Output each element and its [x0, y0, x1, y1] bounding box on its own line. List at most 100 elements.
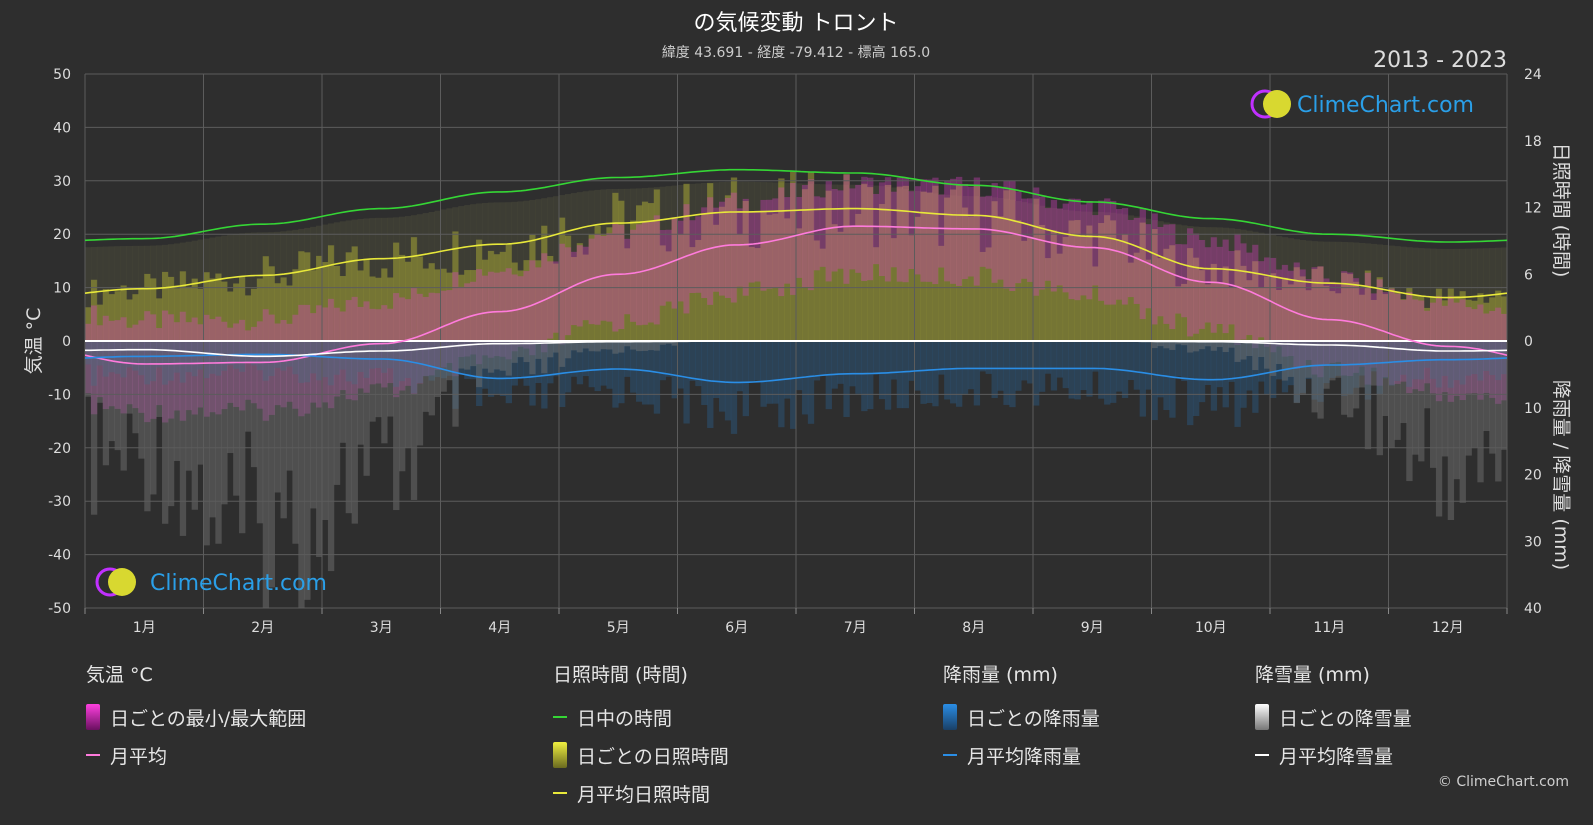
temp-range-band [1003, 181, 1010, 289]
legend-title: 降雪量 (mm) [1255, 664, 1370, 686]
temp-range-band [1364, 272, 1372, 385]
rain-band [671, 341, 678, 399]
snow-band [363, 341, 370, 476]
sunshine-band [630, 220, 637, 341]
x-tick-label: 8月 [962, 620, 985, 636]
temp-range-band [256, 321, 264, 409]
rain-band [985, 341, 992, 374]
rain-band [784, 341, 791, 399]
snow-band [256, 341, 264, 524]
daylight-band [1275, 236, 1283, 341]
sunshine-band [1364, 270, 1372, 341]
legend-item: 月平均日照時間 [553, 774, 729, 812]
sunshine-band [1050, 230, 1058, 341]
sunshine-band [239, 276, 246, 341]
legend-item: 日ごとの最小/最大範囲 [86, 698, 306, 736]
temp-range-band [1074, 198, 1081, 301]
snow-band [179, 341, 187, 536]
rain-band [1009, 341, 1016, 408]
sunshine-band [1169, 245, 1176, 341]
sunshine-band [434, 269, 441, 341]
sunshine-band [636, 205, 643, 341]
temp-range-band [179, 311, 187, 421]
snow-band [618, 341, 625, 353]
temp-range-band [1317, 266, 1324, 378]
snow-band [244, 341, 252, 432]
rain-band [796, 341, 803, 391]
temp-range-band [683, 204, 690, 314]
temp-range-band [1234, 233, 1241, 345]
rain-band [1115, 341, 1123, 392]
sunshine-band [1453, 295, 1460, 341]
snow-band [268, 341, 275, 588]
sunshine-band [493, 254, 501, 341]
sunshine-band [920, 191, 927, 341]
snow-band [1270, 341, 1277, 376]
temp-range-band [624, 238, 631, 315]
snow-band [1169, 341, 1176, 350]
temp-range-band [630, 229, 637, 322]
snow-band [1376, 341, 1383, 456]
y-right-bottom-label: 降雨量 / 降雪量 (mm) [1550, 380, 1572, 570]
rain-band [1204, 341, 1212, 386]
snow-band [375, 341, 382, 418]
x-tick-label: 4月 [488, 620, 511, 636]
temp-range-band [1258, 261, 1265, 338]
rain-band [404, 341, 412, 379]
temp-range-band [1453, 302, 1460, 396]
sunshine-band [197, 288, 204, 341]
sunshine-band [215, 273, 222, 341]
temp-range-band [1062, 203, 1069, 293]
temp-range-band [801, 185, 809, 288]
temp-range-band [938, 194, 945, 268]
temp-range-band [1352, 278, 1360, 373]
rain-band [452, 341, 459, 409]
rain-band [476, 341, 483, 407]
sunshine-band [618, 200, 625, 341]
rain-band [351, 341, 358, 385]
temp-range-band [1210, 237, 1218, 333]
temp-range-band [618, 224, 625, 330]
rain-band [422, 341, 430, 377]
rain-band [191, 341, 198, 377]
snow-band [511, 341, 518, 363]
rain-band [1400, 341, 1407, 375]
sunshine-band [944, 197, 951, 341]
rain-band [1281, 341, 1289, 393]
sunshine-band [162, 271, 169, 341]
sunshine-band [742, 200, 749, 341]
sunshine-band [191, 278, 198, 341]
rain-band [464, 341, 471, 379]
y-left-tick-label: 50 [53, 67, 71, 83]
daylight-band [1382, 245, 1389, 341]
temp-range-band [1477, 304, 1484, 400]
temp-range-band [404, 299, 412, 386]
temp-range-band [730, 192, 738, 303]
snow-band [162, 341, 169, 524]
legend-title: 日照時間 (時間) [553, 664, 688, 686]
snow-band [659, 341, 667, 345]
rain-band [1110, 341, 1117, 403]
rain-band [1139, 341, 1146, 417]
temp-range-band [262, 309, 270, 421]
rain-band [203, 341, 210, 379]
rain-band [1157, 341, 1164, 398]
temp-range-band [961, 183, 969, 280]
y-left-tick-label: -20 [48, 441, 71, 457]
temp-range-band [671, 218, 678, 309]
temp-range-band [1175, 244, 1182, 314]
sunshine-band [707, 183, 714, 341]
snow-band [1216, 341, 1223, 348]
rain-band [724, 341, 732, 421]
temp-range-band [547, 261, 554, 339]
rain-band [1317, 341, 1324, 402]
snow-band [108, 341, 116, 442]
rain-band [446, 341, 453, 376]
sunshine-band [464, 270, 471, 341]
rain-band [381, 341, 388, 373]
snow-band [345, 341, 353, 514]
temp-range-band [944, 181, 951, 282]
temp-range-band [736, 208, 744, 287]
snow-band [387, 341, 394, 417]
snow-band [517, 341, 524, 358]
